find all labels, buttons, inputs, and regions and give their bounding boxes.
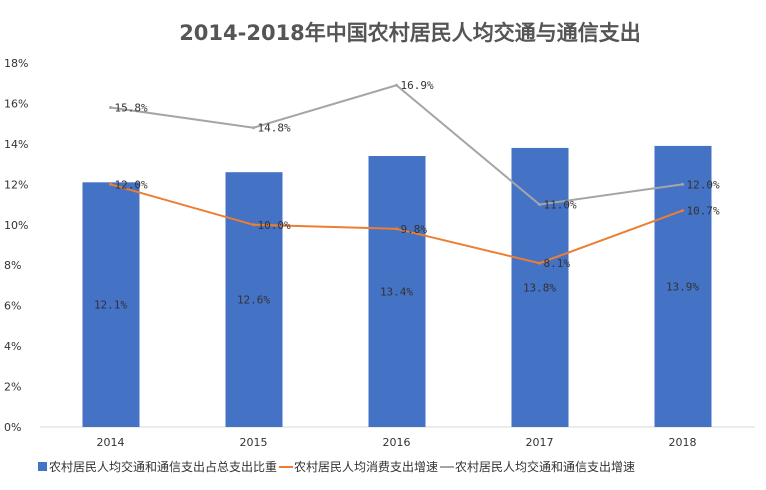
y-tick-label: 18% (4, 57, 28, 70)
bar-data-label: 13.4% (380, 286, 413, 299)
x-tick-label: 2015 (240, 436, 268, 449)
y-tick-label: 2% (4, 381, 21, 394)
legend-label: 农村居民人均交通和通信支出占总支出比重 (49, 459, 277, 474)
bar-data-label: 13.8% (523, 281, 556, 294)
line-point (109, 182, 112, 186)
legend-swatch (38, 462, 47, 471)
x-tick-label: 2016 (383, 436, 411, 449)
line-data-label: 15.8% (115, 101, 148, 114)
bar-data-label: 13.9% (666, 280, 699, 293)
x-tick-label: 2014 (97, 436, 125, 449)
bar-data-label: 12.6% (237, 294, 270, 307)
line-data-label: 8.1% (544, 257, 571, 270)
bar (82, 182, 140, 427)
line-data-label: 10.0% (258, 219, 291, 232)
bar-data-label: 12.1% (94, 299, 127, 312)
y-tick-label: 16% (4, 97, 28, 110)
line-data-label: 12.0% (687, 178, 720, 191)
bar (225, 172, 283, 427)
chart-title: 2014-2018年中国农村居民人均交通与通信支出 (179, 21, 641, 45)
line-point (538, 261, 541, 265)
legend-label: 农村居民人均消费支出增速 (294, 460, 438, 474)
line-data-label: 14.8% (258, 122, 291, 135)
y-tick-label: 4% (4, 340, 21, 353)
line-point (681, 182, 684, 186)
y-tick-label: 10% (4, 219, 28, 232)
y-tick-label: 6% (4, 300, 21, 313)
y-tick-label: 14% (4, 138, 28, 151)
legend-label: 农村居民人均交通和通信支出增速 (455, 459, 635, 474)
bar (511, 147, 569, 427)
x-tick-label: 2018 (669, 436, 697, 449)
line-point (395, 227, 398, 231)
line-point (109, 105, 112, 109)
y-tick-label: 12% (4, 178, 28, 191)
line-data-label: 10.7% (687, 205, 720, 218)
line-point (252, 126, 255, 130)
line-data-label: 9.8% (401, 223, 428, 236)
line-point (681, 209, 684, 213)
x-tick-label: 2017 (526, 436, 554, 449)
y-tick-label: 0% (4, 421, 21, 434)
bar (368, 156, 426, 427)
line-data-label: 12.0% (115, 178, 148, 191)
line-data-label: 16.9% (401, 79, 434, 92)
bar (654, 145, 712, 427)
y-tick-label: 8% (4, 259, 21, 272)
line-point (538, 203, 541, 207)
line-data-label: 11.0% (544, 199, 577, 212)
line-point (252, 223, 255, 227)
line-point (395, 83, 398, 87)
